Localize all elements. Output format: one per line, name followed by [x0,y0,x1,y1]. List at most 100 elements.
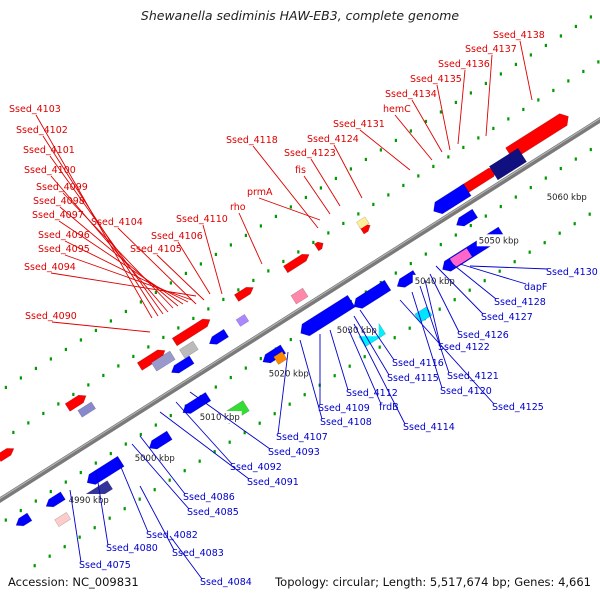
tick-mark [454,100,457,105]
tick-mark [79,470,82,475]
leader-line-bottom [347,327,382,405]
scale-label: 5020 kbp [269,369,309,379]
tick-mark [289,205,292,209]
tick-mark [378,345,381,349]
feature-block [356,216,370,230]
scale-label-bg [132,452,177,465]
gene-label-bottom: Ssed_4075 [79,560,131,571]
leader-line-bottom [139,485,175,551]
tick-mark [469,223,472,228]
gene-label-bottom: Ssed_4086 [183,492,235,503]
tick-mark [589,147,592,152]
tick-mark [282,259,285,264]
tick-mark [139,300,142,304]
tick-mark [33,564,36,568]
gene-label-top: Ssed_4124 [307,134,359,145]
tick-mark [559,34,562,38]
tick-mark [214,252,217,257]
scale-label: 5050 kbp [479,236,519,246]
leader-line-bottom [429,273,460,333]
tick-mark [393,336,396,340]
gene-label-top: Ssed_4097 [32,210,84,221]
gene-label-top: Ssed_4103 [9,104,61,115]
reverse-gene-shape [300,294,356,337]
tick-mark [447,155,450,159]
tick-mark [259,356,262,361]
leader-line-bottom [189,391,271,450]
reverse-gene-shape [15,512,33,527]
tick-mark [588,212,591,216]
feature-block [290,287,309,305]
gene-label-top: Ssed_4102 [16,125,68,136]
feature-block-shape [235,314,250,327]
tick-mark [537,98,540,102]
tick-mark [108,516,111,520]
tick-track [12,60,600,435]
scale-label: 5030 kbp [337,326,377,336]
reverse-gene-shape [353,279,392,309]
tick-mark [402,183,405,188]
gene-label-top: Ssed_4090 [25,311,77,322]
feature-block-shape [54,512,72,527]
tick-mark [154,423,157,427]
tick-mark [243,431,246,435]
feature-block [77,401,96,418]
reverse-gene [456,208,479,227]
gene-label-top: Ssed_4095 [38,244,90,255]
gene-label-bottom: Ssed_4115 [387,373,439,384]
forward-gene-shape [283,254,310,274]
leader-line-bottom [117,459,149,533]
tick-mark [198,459,201,463]
tick-mark [297,250,300,254]
feature-block-shape [150,350,176,372]
forward-gene-shape [64,394,87,412]
leader-line-top [64,254,193,301]
gene-label-bottom: Ssed_4107 [276,432,328,443]
leader-line-bottom [435,265,484,315]
tick-mark [589,15,592,19]
tick-mark [183,469,186,473]
feature-block-shape [488,147,527,181]
scale-label: 5000 kbp [135,454,175,464]
scale-label: 4990 kbp [69,496,109,506]
tick-mark [177,326,180,330]
tick-mark [123,507,126,511]
tick-mark [94,328,97,333]
genome-backbone [0,117,600,503]
tick-mark [394,271,397,275]
reverse-gene [300,294,356,337]
reverse-gene [45,491,66,508]
tick-mark [109,319,112,323]
leader-line-bottom [277,351,289,435]
gene-label-top: Ssed_4099 [36,182,88,193]
gene-label-top: fis [295,165,306,176]
tick-mark [409,261,412,266]
tick-mark [544,176,547,180]
tick-mark [543,241,546,245]
tick-mark [492,126,495,131]
gene-label-bottom: Ssed_4084 [200,577,252,588]
leader-line-top [333,144,363,199]
leader-line-top [117,227,197,305]
tick-mark [387,193,390,197]
leader-line-bottom [411,291,443,389]
tick-mark [274,214,277,219]
tick-mark [12,430,15,435]
scale-label: 5060 kbp [547,193,587,203]
gene-label-top: Ssed_4135 [410,74,462,85]
tick-mark [49,357,52,361]
tick-mark [513,260,516,264]
tick-mark [514,195,517,199]
tick-mark [48,554,51,558]
forward-gene [64,394,87,412]
tick-mark [394,138,397,143]
forward-gene-shape [171,318,211,347]
reverse-gene-shape [148,430,173,450]
tick-mark [42,411,45,416]
tick-mark [558,231,561,235]
leader-line-top [411,99,443,153]
tick-mark [499,72,502,76]
gene-label-bottom: frdB [379,402,399,413]
tick-mark [64,480,67,484]
leader-line-top [62,192,174,309]
